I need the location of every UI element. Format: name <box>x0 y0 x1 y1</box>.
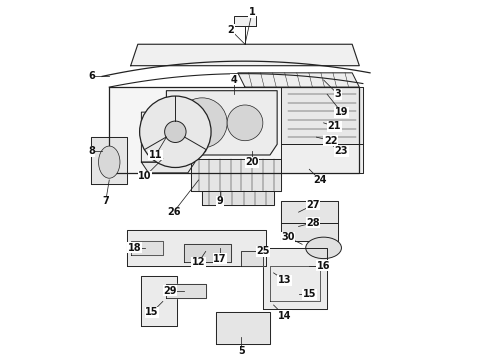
Polygon shape <box>238 73 359 87</box>
Bar <box>234 16 256 26</box>
Polygon shape <box>127 230 267 266</box>
Text: 29: 29 <box>163 286 177 296</box>
Text: 1: 1 <box>249 7 255 17</box>
Text: 12: 12 <box>192 257 205 267</box>
Polygon shape <box>167 91 277 155</box>
Text: 9: 9 <box>217 197 223 206</box>
Text: 25: 25 <box>256 247 270 256</box>
Polygon shape <box>92 137 127 184</box>
Text: 19: 19 <box>335 107 348 117</box>
Text: 22: 22 <box>324 136 338 146</box>
Polygon shape <box>281 202 338 223</box>
Polygon shape <box>109 87 359 173</box>
Text: 14: 14 <box>277 311 291 321</box>
Text: 23: 23 <box>335 147 348 157</box>
Circle shape <box>165 121 186 143</box>
Text: 24: 24 <box>313 175 327 185</box>
Text: 6: 6 <box>88 71 95 81</box>
Text: 4: 4 <box>231 75 238 85</box>
Polygon shape <box>142 162 195 173</box>
Polygon shape <box>281 87 363 144</box>
Text: 10: 10 <box>138 171 152 181</box>
Text: 3: 3 <box>335 89 341 99</box>
Polygon shape <box>142 112 206 162</box>
Text: 11: 11 <box>149 150 163 160</box>
Text: 26: 26 <box>167 207 180 217</box>
Polygon shape <box>142 276 177 327</box>
Text: 16: 16 <box>317 261 330 271</box>
Polygon shape <box>281 223 338 241</box>
Polygon shape <box>184 244 231 262</box>
Text: 17: 17 <box>213 253 227 264</box>
Polygon shape <box>202 191 273 205</box>
Text: 27: 27 <box>306 200 319 210</box>
Circle shape <box>140 96 211 167</box>
Text: 8: 8 <box>88 147 95 157</box>
Polygon shape <box>131 241 163 255</box>
Text: 5: 5 <box>238 346 245 356</box>
Text: 15: 15 <box>146 307 159 317</box>
Polygon shape <box>131 44 359 66</box>
Text: 13: 13 <box>277 275 291 285</box>
Polygon shape <box>217 312 270 344</box>
Text: 30: 30 <box>281 232 294 242</box>
Text: 18: 18 <box>127 243 141 253</box>
Circle shape <box>177 98 227 148</box>
Ellipse shape <box>98 146 120 178</box>
Text: 15: 15 <box>302 289 316 299</box>
Text: 21: 21 <box>327 121 341 131</box>
Polygon shape <box>192 158 281 191</box>
Polygon shape <box>242 251 263 266</box>
Circle shape <box>227 105 263 141</box>
Polygon shape <box>263 248 327 309</box>
Polygon shape <box>167 284 206 298</box>
Text: 28: 28 <box>306 218 319 228</box>
Text: 20: 20 <box>245 157 259 167</box>
Text: 7: 7 <box>102 197 109 206</box>
Text: 2: 2 <box>227 25 234 35</box>
Polygon shape <box>281 144 363 173</box>
Ellipse shape <box>306 237 342 258</box>
